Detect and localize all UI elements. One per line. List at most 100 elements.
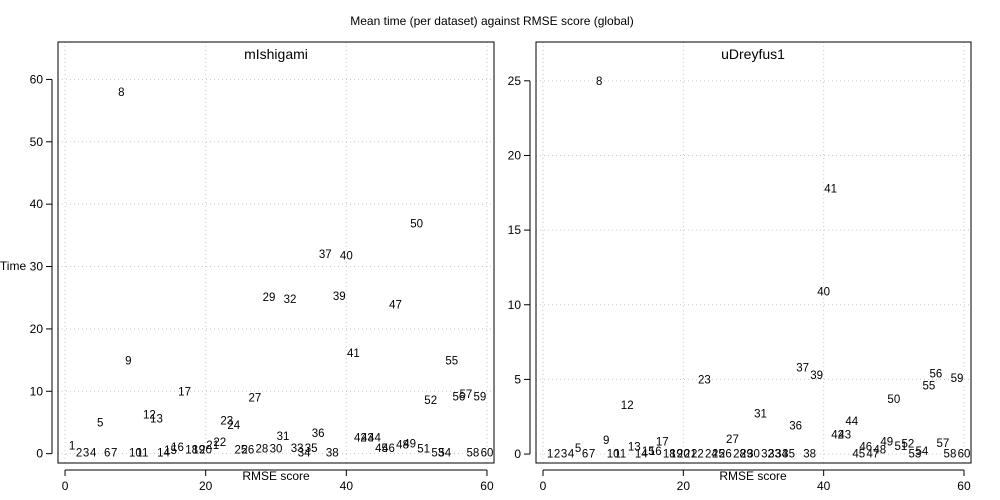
point-label: 17 [178, 386, 191, 398]
point-label: 15 [164, 445, 177, 457]
point-label: 32 [761, 448, 774, 460]
point-label: 24 [705, 448, 718, 460]
point-label: 32 [284, 294, 297, 306]
point-label: 2 [76, 447, 82, 459]
point-label: 30 [747, 448, 760, 460]
point-label: 56 [930, 368, 943, 380]
point-label: 21 [206, 440, 219, 452]
point-label: 28 [256, 444, 269, 456]
point-label: 55 [923, 380, 936, 392]
y-tick-label: 0 [36, 447, 43, 461]
point-label: 46 [382, 443, 395, 455]
points-udreyfus1: 1 2 3 4 5 6 7891011121314151617181920212223242… [547, 76, 971, 460]
point-label: 18 [185, 444, 198, 456]
figure-title: Mean time (per dataset) against RMSE sco… [350, 14, 633, 28]
point-label: 4 [90, 447, 97, 459]
point-label: 52 [424, 395, 437, 407]
point-label: 37 [319, 249, 332, 261]
point-label: 57 [459, 389, 472, 401]
point-label: 29 [740, 448, 753, 460]
point-label: 16 [171, 442, 184, 454]
y-tick-label: 20 [30, 322, 44, 336]
point-label: 26 [241, 444, 254, 456]
point-label: 59 [474, 391, 487, 403]
point-label: 54 [438, 447, 451, 459]
figure-ylabel: Time [0, 259, 26, 273]
y-tick-label: 10 [30, 384, 44, 398]
point-label: 27 [249, 393, 262, 405]
point-label: 22 [691, 448, 704, 460]
point-label: 33 [291, 443, 304, 455]
point-label: 37 [796, 362, 809, 374]
point-label: 31 [754, 409, 767, 421]
point-label: 41 [347, 348, 360, 360]
point-label: 39 [810, 370, 823, 382]
point-label: 47 [866, 448, 879, 460]
point-label: 58 [467, 447, 480, 459]
x-axis-label-udreyfus1: RMSE score [719, 469, 787, 483]
point-label: 45 [375, 443, 388, 455]
point-label: 58 [944, 448, 957, 460]
point-label: 2 [554, 448, 560, 460]
point-label: 24 [227, 420, 240, 432]
point-label: 50 [887, 394, 900, 406]
point-label: 11 [614, 448, 626, 460]
point-label: 18 [663, 448, 676, 460]
point-label: 42 [354, 432, 367, 444]
point-label: 49 [403, 439, 416, 451]
x-tick-label: 60 [957, 479, 971, 493]
point-label: 36 [312, 428, 325, 440]
point-label: 13 [628, 442, 641, 454]
plot-frame-udreyfus1 [535, 41, 972, 464]
y-tick-label: 25 [508, 74, 522, 88]
point-label: 53 [431, 447, 444, 459]
point-label: 25 [712, 448, 725, 460]
point-label: 49 [880, 436, 893, 448]
point-label: 28 [733, 448, 746, 460]
point-label: 5 [575, 443, 581, 455]
point-label: 55 [445, 356, 458, 368]
point-label: 10 [129, 447, 142, 459]
y-tick-label: 40 [30, 197, 44, 211]
y-tick-label: 60 [30, 72, 44, 86]
panel-title-udreyfus1: uDreyfus1 [721, 46, 785, 62]
point-label: 9 [603, 435, 609, 447]
point-label: 1 [69, 441, 75, 453]
panel-mishigami: mIshigami RMSE score 0 20 40 60 01020304050… [30, 41, 495, 493]
point-label: 26 [719, 448, 732, 460]
point-label: 7 [589, 448, 595, 460]
point-label: 34 [775, 448, 788, 460]
point-label: 56 [452, 391, 465, 403]
point-label: 23 [698, 374, 711, 386]
point-label: 12 [143, 409, 156, 421]
point-label: 42 [831, 430, 844, 442]
y-axis-udreyfus1: 0 5 10 15 20 25 [508, 74, 531, 461]
point-label: 4 [568, 448, 575, 460]
y-tick-label: 50 [30, 135, 44, 149]
x-axis-mishigami: 0 20 40 60 [62, 469, 494, 493]
point-label: 6 [104, 447, 110, 459]
x-tick-label: 40 [817, 479, 831, 493]
point-label: 52 [901, 439, 914, 451]
point-label: 38 [326, 447, 339, 459]
x-axis-label-mishigami: RMSE score [242, 469, 310, 483]
point-label: 35 [305, 443, 318, 455]
point-label: 8 [596, 76, 602, 88]
plot-frame-mishigami [57, 41, 495, 464]
point-label: 53 [908, 448, 921, 460]
point-label: 51 [894, 441, 907, 453]
point-label: 19 [192, 444, 205, 456]
point-label: 39 [333, 291, 346, 303]
point-label: 47 [389, 300, 402, 312]
point-label: 23 [220, 416, 233, 428]
x-axis-udreyfus1: 0 20 40 60 [540, 469, 971, 493]
point-label: 15 [642, 446, 655, 458]
point-label: 14 [635, 448, 648, 460]
point-label: 5 [97, 417, 103, 429]
point-label: 60 [958, 448, 971, 460]
y-tick-label: 20 [508, 148, 522, 162]
y-axis-mishigami: 0 10 20 30 40 50 60 [30, 72, 53, 461]
point-label: 20 [199, 444, 212, 456]
point-label: 60 [481, 447, 494, 459]
